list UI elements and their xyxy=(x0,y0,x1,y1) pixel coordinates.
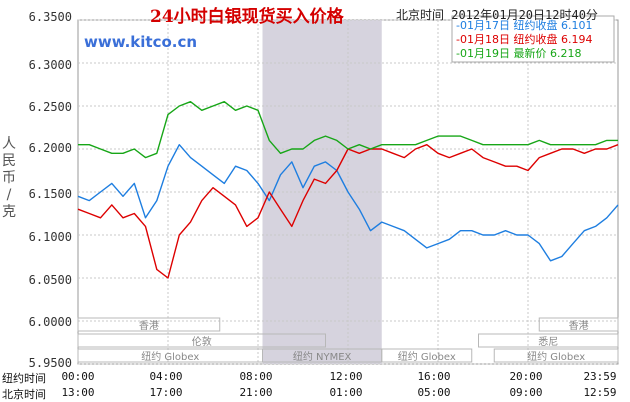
y-tick: 6.3000 xyxy=(28,58,72,72)
x-tick-ny: 16:00 xyxy=(417,370,451,383)
series-line-1 xyxy=(77,143,619,262)
x-tick-bj: 12:59 xyxy=(583,386,617,399)
x-tick-ny: 08:00 xyxy=(239,370,273,383)
session-bar xyxy=(538,317,619,332)
session-label: 纽约 Globex xyxy=(141,350,199,363)
x-axis-ny-label: 纽约时间 xyxy=(2,372,46,385)
x-tick-ny: 12:00 xyxy=(329,370,363,383)
y-tick: 5.9500 xyxy=(28,356,72,370)
series-line-3 xyxy=(78,100,618,159)
y-tick: 6.1500 xyxy=(28,187,72,201)
session-label: 香港 xyxy=(139,320,159,332)
x-tick-bj: 17:00 xyxy=(149,386,183,399)
x-axis-bj-label: 北京时间 xyxy=(2,388,46,401)
x-tick-ny: 04:00 xyxy=(149,370,183,383)
legend-box xyxy=(451,15,615,63)
chart-timestamp: 北京时间 2012年01月20日12时40分 xyxy=(396,8,598,22)
session-label: 纽约 Globex xyxy=(527,350,585,363)
y-tick: 6.2500 xyxy=(28,100,72,114)
session-label: 纽约 NYMEX xyxy=(293,350,352,363)
session-label: 悉尼 xyxy=(538,336,558,348)
watermark: www.kitco.cn xyxy=(84,33,197,51)
y-tick: 6.0000 xyxy=(28,315,72,329)
session-bar xyxy=(381,348,473,363)
x-tick-ny: 20:00 xyxy=(509,370,543,383)
x-tick-ny: 23:59 xyxy=(583,370,617,383)
legend-item-3: -01月19日 最新价 6.218 xyxy=(456,46,581,60)
x-tick-bj: 05:00 xyxy=(417,386,451,399)
session-label: 纽约 Globex xyxy=(398,350,456,363)
legend-item-2: -01月18日 纽约收盘 6.194 xyxy=(456,32,592,46)
legend-item-1: -01月17日 纽约收盘 6.101 xyxy=(456,18,592,32)
x-tick-bj: 21:00 xyxy=(239,386,273,399)
session-bar xyxy=(77,333,326,348)
session-bar xyxy=(493,348,619,363)
x-tick-bj: 01:00 xyxy=(329,386,363,399)
y-tick: 6.2000 xyxy=(28,141,72,155)
x-tick-bj: 09:00 xyxy=(509,386,543,399)
chart-title: 24小时白银现货买入价格 xyxy=(150,7,344,27)
y-tick: 6.3500 xyxy=(28,10,72,24)
y-tick: 6.0500 xyxy=(28,273,72,287)
session-bar xyxy=(77,317,221,332)
y-axis-label: 人民币 / 克 xyxy=(2,136,16,220)
session-label: 伦敦 xyxy=(192,335,212,348)
session-label: 香港 xyxy=(569,320,589,332)
x-tick-bj: 13:00 xyxy=(61,386,95,399)
x-tick-ny: 00:00 xyxy=(61,370,95,383)
y-tick: 6.1000 xyxy=(28,230,72,244)
session-bar xyxy=(478,333,619,348)
